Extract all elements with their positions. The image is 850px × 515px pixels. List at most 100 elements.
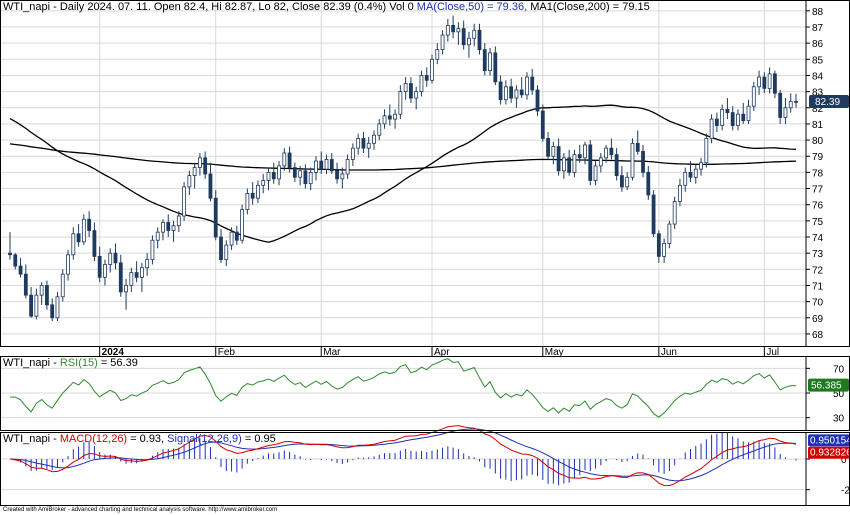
- candle-body: [556, 146, 561, 172]
- candle-body: [456, 28, 461, 33]
- candle: [693, 164, 698, 184]
- candle-body: [176, 215, 181, 227]
- candle-body: [45, 285, 49, 306]
- candle-body: [646, 171, 651, 196]
- candle: [741, 102, 746, 124]
- candle-body: [8, 252, 12, 256]
- signal-last-marker: 0.950154: [808, 434, 850, 447]
- candle: [124, 279, 128, 310]
- candle: [672, 196, 677, 229]
- candle: [256, 180, 260, 204]
- signal-last-badge: [808, 434, 850, 447]
- candle: [788, 93, 793, 113]
- candle-body: [377, 123, 382, 136]
- candle: [714, 112, 719, 132]
- candle-body: [55, 296, 60, 319]
- candle: [8, 232, 12, 260]
- price-tick-label: 81: [812, 120, 824, 131]
- candle-body: [488, 52, 492, 72]
- candle: [414, 86, 419, 110]
- candle: [667, 220, 672, 249]
- candle-body: [187, 175, 192, 188]
- candle-body: [324, 159, 329, 170]
- candle: [556, 138, 561, 176]
- candle: [113, 243, 118, 270]
- candle: [725, 98, 730, 120]
- signal-series: [9, 428, 797, 482]
- candle-body: [567, 157, 572, 173]
- candle: [514, 85, 519, 108]
- candle-body: [482, 49, 487, 72]
- candle: [308, 167, 313, 191]
- candle: [567, 149, 572, 176]
- candle-body: [76, 233, 81, 243]
- candle-body: [256, 184, 260, 199]
- date-tick-label: Jul: [766, 347, 779, 358]
- candle: [577, 144, 582, 163]
- candle: [303, 164, 308, 189]
- candle-body: [287, 152, 292, 168]
- candle-body: [598, 157, 603, 167]
- candle: [699, 157, 703, 176]
- candle: [213, 190, 218, 241]
- rsi-y-axis: 30 50 70: [806, 364, 845, 425]
- candle-body: [18, 265, 23, 275]
- candle-body: [477, 29, 482, 51]
- candle-body: [419, 75, 424, 93]
- macd-last-badge: [808, 446, 850, 459]
- candle: [76, 224, 81, 247]
- candle-body: [34, 294, 39, 317]
- candle-body: [182, 186, 186, 217]
- candle-body: [103, 264, 107, 278]
- candle: [519, 77, 524, 99]
- candle: [709, 114, 714, 144]
- candle: [435, 43, 440, 65]
- candle-body: [424, 75, 429, 81]
- candle-body: [382, 115, 387, 125]
- candle: [203, 151, 208, 179]
- candle: [55, 291, 60, 321]
- candle: [604, 144, 608, 163]
- candle-body: [683, 171, 688, 186]
- candle: [593, 161, 598, 186]
- candle-body: [23, 273, 28, 296]
- last-price-label: 82.39: [815, 97, 840, 108]
- candle: [287, 146, 292, 173]
- candle: [678, 178, 682, 207]
- candle: [535, 85, 540, 116]
- candle: [772, 70, 777, 99]
- candle: [187, 170, 192, 195]
- candle: [387, 104, 392, 126]
- candle-body: [614, 154, 619, 177]
- candle: [762, 72, 767, 94]
- candle: [134, 261, 139, 283]
- candle-body: [97, 255, 102, 278]
- candle: [409, 77, 413, 103]
- candle-body: [699, 162, 703, 170]
- candle: [92, 222, 97, 262]
- candle: [271, 162, 276, 184]
- candle-body: [625, 176, 630, 188]
- candle: [87, 211, 92, 237]
- candle: [377, 119, 382, 141]
- candle: [451, 15, 456, 39]
- candle-body: [81, 218, 86, 243]
- candle: [477, 23, 482, 55]
- rsi-tick-label: 50: [833, 389, 845, 400]
- candle-body: [303, 170, 308, 185]
- candle: [245, 188, 250, 215]
- candle: [424, 67, 429, 87]
- price-tick-label: 76: [812, 201, 824, 212]
- candle: [161, 219, 165, 241]
- candle-body: [271, 171, 276, 180]
- date-tick-label: Jun: [661, 347, 677, 358]
- candle-body: [277, 165, 281, 180]
- price-tick-label: 75: [812, 217, 824, 228]
- candle: [182, 182, 186, 221]
- candle: [23, 264, 28, 299]
- candle: [18, 258, 23, 278]
- candle-body: [772, 73, 777, 94]
- candle-body: [213, 197, 218, 238]
- candle-body: [467, 37, 471, 46]
